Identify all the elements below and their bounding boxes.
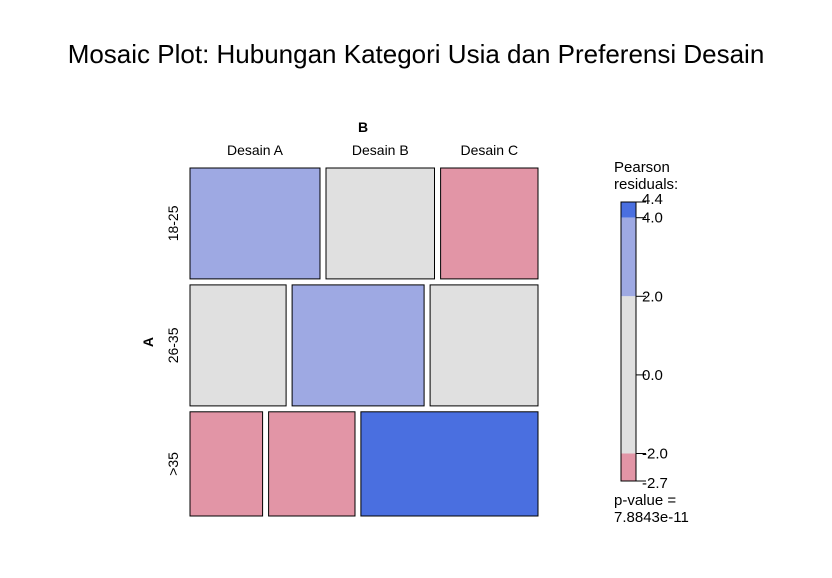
legend-tick-label: 4.0 [642,210,663,227]
column-level-label: Desain C [461,142,519,158]
legend-tick-label: -2.0 [642,446,668,463]
mosaic-tile-1-1 [189,167,321,280]
legend-ticks: 4.4 4.0 2.0 0.0 -2.0 -2.7 [636,191,668,492]
row-variable-label: A [140,337,156,347]
column-level-label: Desain B [352,142,409,158]
legend-tick-label: 0.0 [642,367,663,384]
mosaic-tile-2-2 [291,284,425,407]
column-level-labels: Desain A Desain B Desain C [227,142,518,158]
mosaic-tiles [189,167,539,517]
legend: Pearson residuals: 4.44.02.00.0-2.0-2.7 … [614,159,689,526]
mosaic-tile-3-1 [189,411,264,517]
column-variable-label: B [358,119,368,135]
legend-band [621,453,636,481]
legend-tick-label: 4.4 [642,191,663,208]
legend-title-line1: Pearson [614,159,670,176]
legend-frame [620,201,637,482]
row-level-label: 18-25 [165,205,181,241]
row-level-label: 26-35 [165,327,181,363]
mosaic-tile-3-3 [360,411,539,517]
legend-title-line2: residuals: [614,176,678,193]
mosaic-tile-1-2 [325,167,435,280]
mosaic-tile-1-3 [440,167,539,280]
column-level-label: Desain A [227,142,284,158]
chart-title: Mosaic Plot: Hubungan Kategori Usia dan … [68,39,765,69]
legend-tick-label: -2.7 [642,475,668,492]
legend-color-bar [620,201,637,482]
mosaic-tile-2-3 [429,284,539,407]
legend-band [621,202,636,218]
legend-band [621,296,636,454]
legend-tick-label: 2.0 [642,288,663,305]
pvalue-value: 7.8843e-11 [614,509,689,526]
row-level-label: >35 [165,452,181,476]
mosaic-tile-2-1 [189,284,287,407]
mosaic-tile-3-2 [268,411,356,517]
row-level-labels: 18-25 26-35 >35 [165,205,181,475]
pvalue-label: p-value = [614,492,676,509]
legend-band [621,217,636,297]
